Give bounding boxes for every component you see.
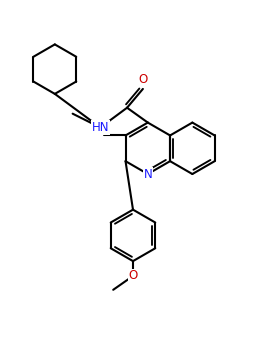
Text: N: N (143, 167, 152, 181)
Text: O: O (128, 269, 138, 282)
Text: O: O (138, 73, 148, 86)
Text: HN: HN (92, 121, 109, 134)
